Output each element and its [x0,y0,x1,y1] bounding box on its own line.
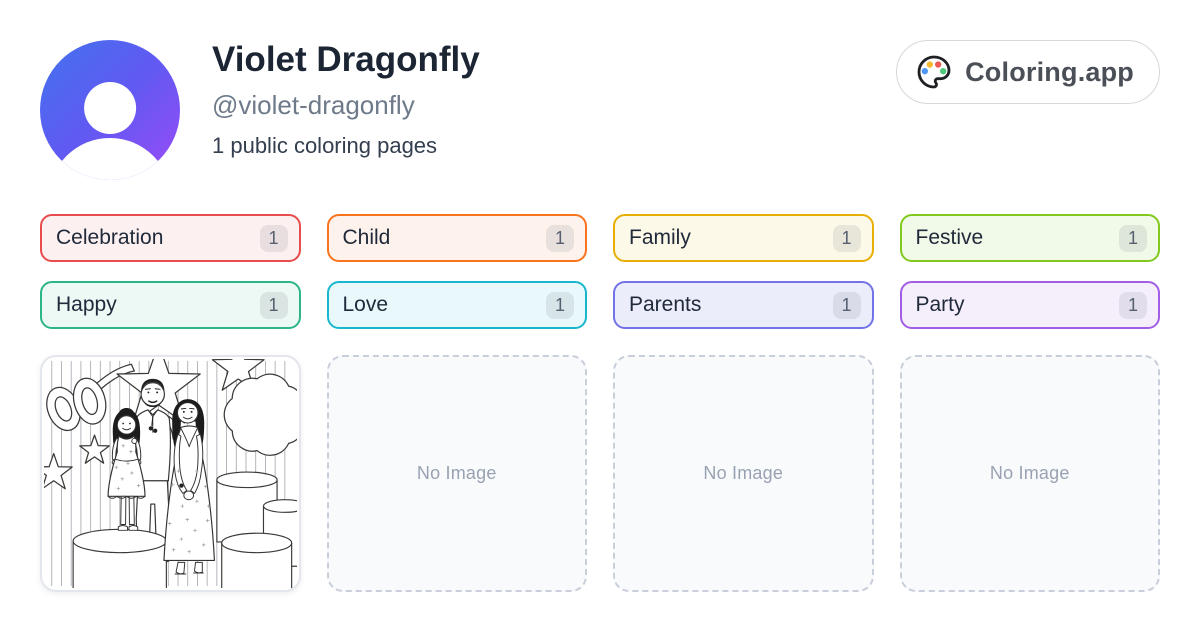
no-image-label: No Image [989,463,1070,483]
tag-label: Parents [629,293,702,316]
tag-count-badge: 1 [832,224,861,252]
profile-avatar [40,40,180,180]
profile-handle: @violet-dragonfly [212,90,415,120]
gallery-grid: No Image No Image No Image [40,355,1160,592]
person-silhouette-icon [48,138,172,180]
tag-count-badge: 1 [259,291,288,319]
gallery-item-empty: No Image [613,355,874,592]
tag-label: Happy [56,293,117,316]
tag-label: Family [629,226,691,249]
brand-label: Coloring.app [965,56,1134,87]
gallery-item-empty: No Image [326,355,587,592]
tag-pill[interactable]: Festive 1 [899,214,1160,262]
tag-label: Celebration [56,226,164,249]
profile-name: Violet Dragonfly [212,40,480,79]
tag-pill[interactable]: Happy 1 [40,281,301,329]
tag-pill[interactable]: Love 1 [326,281,587,329]
tag-count-badge: 1 [1119,224,1147,252]
tag-label: Festive [915,226,984,249]
gallery-item-empty: No Image [899,355,1160,592]
no-image-label: No Image [703,463,784,483]
palette-icon [917,55,951,89]
tag-count-badge: 1 [546,291,574,319]
no-image-label: No Image [416,463,497,483]
profile-stats: 1 public coloring pages [212,133,438,158]
tag-pill[interactable]: Family 1 [613,214,874,262]
gallery-item-artwork[interactable] [40,355,301,592]
brand-badge[interactable]: Coloring.app [896,40,1160,104]
tag-pill[interactable]: Child 1 [326,214,587,262]
tag-pill[interactable]: Party 1 [899,281,1160,329]
tag-label: Love [342,293,389,316]
person-silhouette-icon [84,82,136,134]
tag-count-badge: 1 [832,291,861,319]
tag-count-badge: 1 [259,224,288,252]
tag-pill[interactable]: Parents 1 [613,281,874,329]
profile-header: Violet Dragonfly @violet-dragonfly 1 pub… [40,40,1160,180]
tag-label: Party [915,293,965,316]
coloring-page-image [44,359,297,588]
tags-grid: Celebration 1 Child 1 Family 1 Festive 1… [40,214,1160,329]
tag-count-badge: 1 [546,224,574,252]
profile-text-block: Violet Dragonfly @violet-dragonfly 1 pub… [212,42,480,157]
tag-label: Child [342,226,391,249]
tag-pill[interactable]: Celebration 1 [40,214,301,262]
tag-count-badge: 1 [1119,291,1147,319]
